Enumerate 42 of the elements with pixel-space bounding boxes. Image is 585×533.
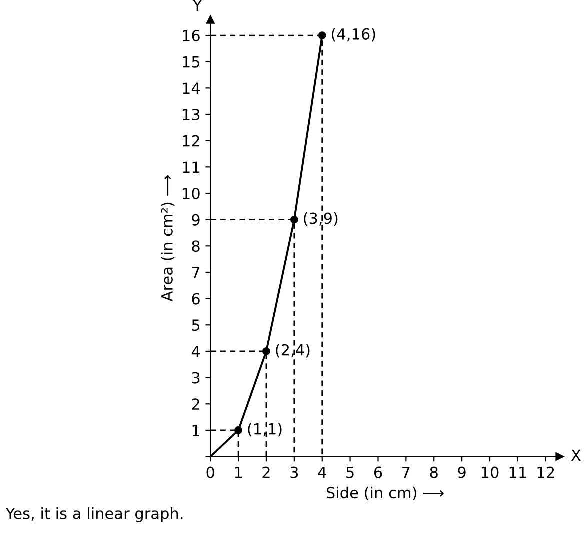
x-tick-label: 6 xyxy=(374,466,382,478)
annotation: (1,1) xyxy=(248,423,282,437)
x-axis-title: Side (in cm) ⟶ xyxy=(326,486,444,500)
annotation: (2,4) xyxy=(276,344,310,358)
x-tick-label: 9 xyxy=(458,466,466,478)
x-tick-label: 10 xyxy=(482,466,499,478)
y-tick-label: 10 xyxy=(183,188,200,200)
annotation: (4,16) xyxy=(332,28,376,42)
y-tick-label: 14 xyxy=(183,82,200,94)
y-tick-label: 7 xyxy=(192,267,200,278)
y-tick-label: 6 xyxy=(192,293,200,305)
y-tick-label: 2 xyxy=(192,398,200,410)
x-tick-label: 3 xyxy=(290,466,298,478)
x-tick-label: 1 xyxy=(235,466,242,478)
y-tick-label: 11 xyxy=(183,162,200,173)
x-tick-label: 8 xyxy=(430,466,438,478)
x-tick-label: 7 xyxy=(402,466,410,478)
annotation: (3,9) xyxy=(304,212,338,226)
x-tick-label: 4 xyxy=(318,466,326,478)
y-tick-label: 8 xyxy=(192,240,200,252)
y-tick-label: 4 xyxy=(192,346,200,358)
y-axis-title: Area (in cm²) ⟶ xyxy=(161,176,175,302)
text: Yes, it is a linear graph. xyxy=(6,508,183,522)
annotation: X xyxy=(571,450,581,461)
y-tick-label: 12 xyxy=(183,135,200,147)
y-tick-label: 1 xyxy=(192,425,200,436)
y-tick-label: 13 xyxy=(183,108,200,121)
point xyxy=(262,348,270,356)
point xyxy=(234,426,242,434)
x-tick-label: 5 xyxy=(346,466,354,478)
x-tick-label: 11 xyxy=(510,466,526,478)
point xyxy=(318,32,326,40)
y-tick-label: 3 xyxy=(192,372,200,384)
x-tick-label: 2 xyxy=(262,466,270,478)
x-tick-label: 0 xyxy=(206,466,214,478)
y-tick-label: 5 xyxy=(192,320,200,332)
point xyxy=(290,216,298,224)
x-tick-label: 12 xyxy=(538,466,554,478)
annotation: Y xyxy=(192,0,202,11)
y-tick-label: 9 xyxy=(192,214,200,226)
y-tick-label: 15 xyxy=(183,56,200,68)
y-tick-label: 16 xyxy=(183,30,200,42)
